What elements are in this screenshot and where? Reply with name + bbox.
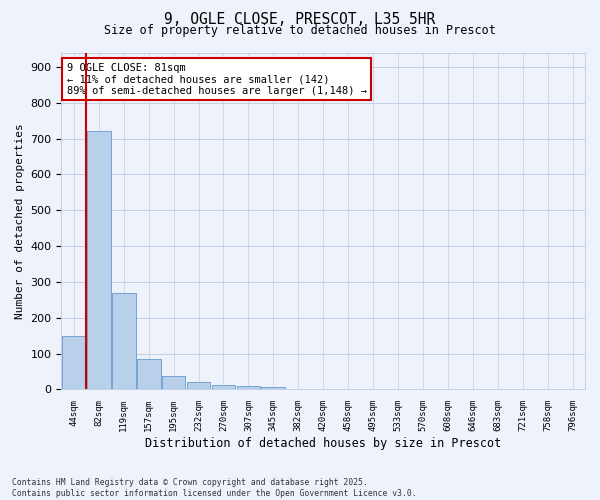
Bar [137,359,161,390]
Bar [162,376,185,390]
Bar [212,385,235,390]
Text: Size of property relative to detached houses in Prescot: Size of property relative to detached ho… [104,24,496,37]
Y-axis label: Number of detached properties: Number of detached properties [15,123,25,319]
Bar [262,386,285,390]
Text: Contains HM Land Registry data © Crown copyright and database right 2025.
Contai: Contains HM Land Registry data © Crown c… [12,478,416,498]
Text: 9 OGLE CLOSE: 81sqm
← 11% of detached houses are smaller (142)
89% of semi-detac: 9 OGLE CLOSE: 81sqm ← 11% of detached ho… [67,62,367,96]
Text: 9, OGLE CLOSE, PRESCOT, L35 5HR: 9, OGLE CLOSE, PRESCOT, L35 5HR [164,12,436,28]
Bar [187,382,211,390]
Bar [62,336,86,390]
Bar [236,386,260,390]
Bar [87,132,110,390]
X-axis label: Distribution of detached houses by size in Prescot: Distribution of detached houses by size … [145,437,502,450]
Bar [112,292,136,390]
